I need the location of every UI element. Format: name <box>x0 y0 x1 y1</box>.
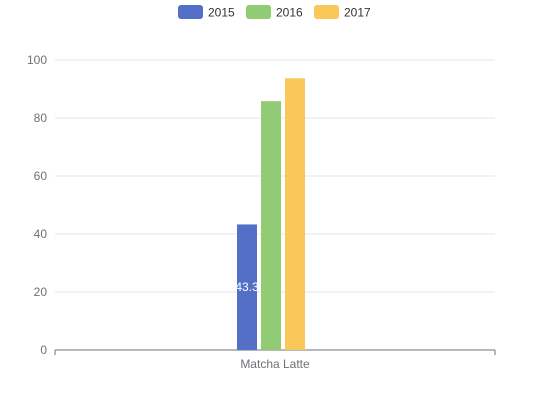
data-label: 43.3 <box>235 280 259 294</box>
legend-swatch <box>246 5 271 19</box>
legend-item-2016[interactable]: 2016 <box>246 5 303 20</box>
bar-2015[interactable] <box>237 224 257 350</box>
bar-2017[interactable] <box>285 78 305 351</box>
y-tick-label: 60 <box>34 169 48 183</box>
legend[interactable]: 2015 2016 2017 <box>178 5 371 20</box>
y-tick-label: 20 <box>34 285 48 299</box>
y-tick-label: 100 <box>27 53 47 67</box>
legend-swatch <box>314 5 339 19</box>
data-labels: 43.3 <box>235 280 259 294</box>
legend-label: 2016 <box>276 6 303 20</box>
legend-label: 2017 <box>344 6 371 20</box>
y-tick-label: 80 <box>34 111 48 125</box>
bars <box>237 78 305 351</box>
bar-2016[interactable] <box>261 101 281 351</box>
x-tick-label: Matcha Latte <box>240 357 310 371</box>
y-axis: 0 20 40 60 80 100 <box>27 53 47 357</box>
y-tick-label: 0 <box>40 343 47 357</box>
x-axis: Matcha Latte <box>54 349 496 371</box>
legend-label: 2015 <box>208 6 235 20</box>
legend-item-2017[interactable]: 2017 <box>314 5 371 20</box>
legend-item-2015[interactable]: 2015 <box>178 5 235 20</box>
y-tick-label: 40 <box>34 227 48 241</box>
legend-swatch <box>178 5 203 19</box>
